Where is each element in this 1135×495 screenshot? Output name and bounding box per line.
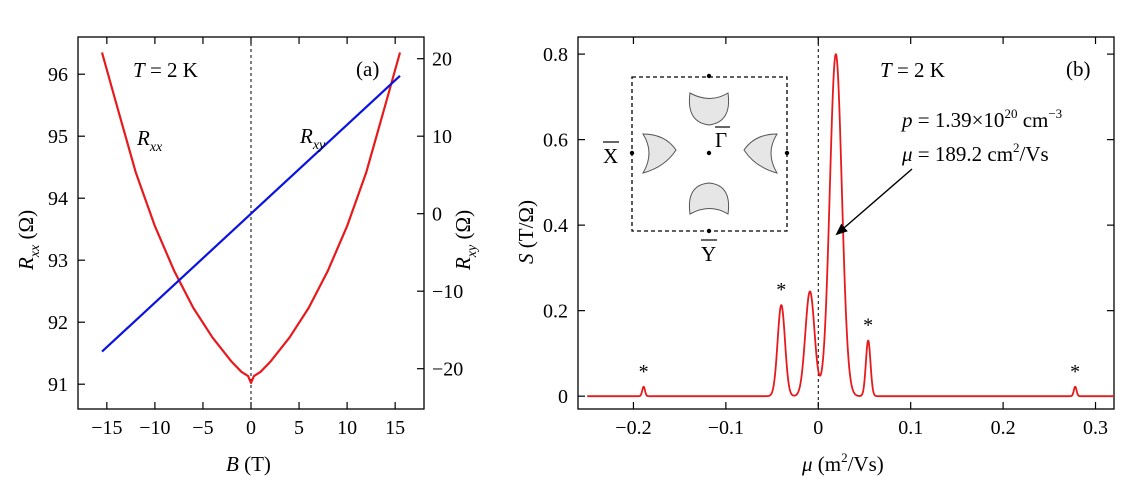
x-tick-label: 0 [813,417,823,439]
rxy-curve [101,74,401,353]
x-tick-label: −15 [91,417,122,439]
x-tick-label: −5 [192,417,213,439]
spurious-peak-marker: * [1070,361,1080,383]
y-label: Y [701,242,716,266]
y-right-tick-label: −10 [432,281,463,303]
x-label: X [603,144,618,168]
y-left-tick-label: 95 [48,126,68,148]
pocket-left [641,133,677,174]
rxy-curve-label: Rxy [299,124,326,153]
y-left-tick-label: 94 [48,188,68,210]
panel-b: −0.2 −0.1 0 0.1 0.2 0.300.20.40.60.8**** (b) … [514,36,1115,476]
mobility-spectrum [586,53,1115,398]
x-tick-label: 0.3 [1083,417,1108,439]
x-tick-label: 0 [246,417,256,439]
panel-b-x-axis-label: μ (m2/Vs) [801,450,884,476]
panel-b-frame [577,36,1115,410]
y-right-tick-label: 0 [432,204,442,226]
x-point [629,150,635,156]
y-tick-label: 0.6 [543,130,568,152]
x-tick-label: 15 [385,417,405,439]
spurious-peak-marker: * [776,279,786,301]
pocket-top [688,92,730,126]
x-tick-label: 0.1 [898,417,923,439]
y-point-top [706,73,712,79]
spurious-peak-marker: * [639,361,649,383]
panel-b-temperature: T = 2 K [880,58,945,82]
panel-a-right-axis-label: Rxy (Ω) [451,210,480,271]
x-tick-label: −0.1 [708,417,744,439]
x-point-right [784,150,790,156]
panel-b-y-axis-label: S (T/Ω) [514,200,538,264]
y-right-tick-label: −20 [432,359,463,381]
y-left-tick-label: 92 [48,312,68,334]
y-tick-label: 0.8 [543,44,568,66]
spurious-peak-marker: * [863,315,873,337]
carrier-density-annotation: p = 1.39×1020 cm−3 [900,106,1062,132]
x-tick-label: 0.2 [991,417,1016,439]
y-left-tick-label: 91 [48,374,68,396]
x-tick-label: 10 [337,417,357,439]
y-tick-label: 0.4 [543,215,568,237]
x-tick-label: −10 [139,417,170,439]
y-left-tick-label: 93 [48,250,68,272]
panel-b-label: (b) [1066,57,1091,81]
x-tick-label: −0.2 [615,417,651,439]
gamma-label: Γ [715,128,727,152]
y-right-tick-label: 20 [432,49,452,71]
panel-a-label: (a) [356,57,379,81]
panel-a-plot: −15 −10 −5 0 5 10 15 91 92 93 94 95 96 −20 −10 0 10 20 [48,36,463,439]
gamma-point [706,150,712,156]
rxx-curve-label: Rxx [136,126,163,155]
y-tick-label: 0.2 [543,301,568,323]
panel-a-temperature: T = 2 K [133,58,198,82]
panel-a-left-axis-label: Rxx (Ω) [14,210,43,271]
mobility-annotation: μ = 189.2 cm2/Vs [901,140,1049,166]
panel-a: −15 −10 −5 0 5 10 15 91 92 93 94 95 96 −20 −10 0 10 20 (a… [14,36,480,476]
y-point [706,228,712,234]
panel-b-plot: −0.2 −0.1 0 0.1 0.2 0.3 0 0.2 0.4 0.6 0.8 * * * * [543,36,1115,439]
y-right-tick-label: 10 [432,126,452,148]
annotation-arrow [835,168,913,236]
panel-a-x-axis-label: B (T) [226,452,271,476]
y-tick-label: 0 [558,386,568,408]
x-tick-label: 5 [294,417,304,439]
fermi-surface-inset: Γ X Y [603,73,790,266]
y-left-tick-label: 96 [48,64,68,86]
rxx-curve [100,52,402,385]
pocket-bottom [688,182,730,215]
pocket-right [743,133,779,174]
